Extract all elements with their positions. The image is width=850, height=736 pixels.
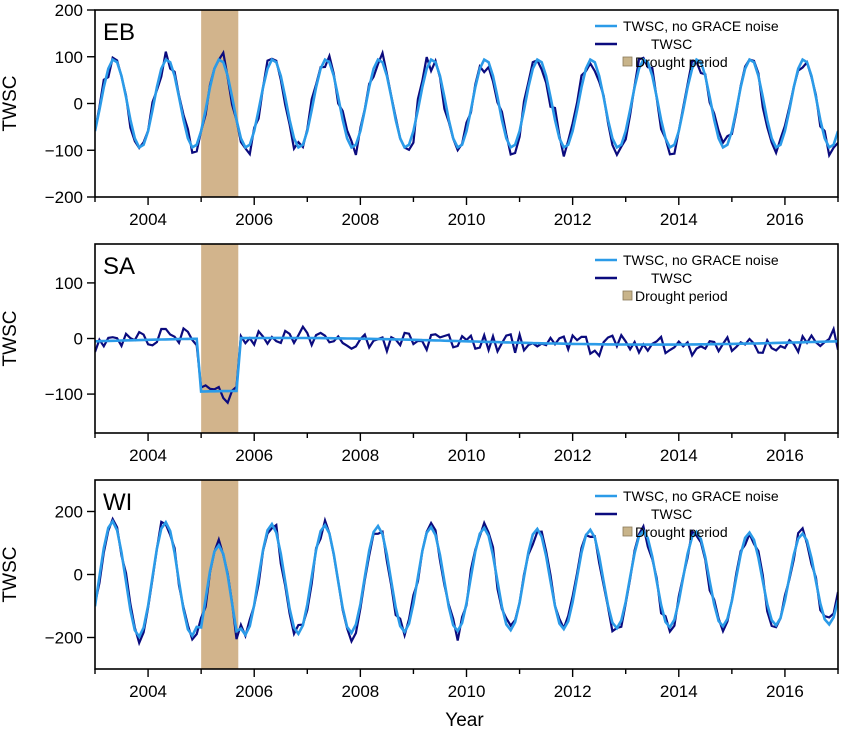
y-tick-label: −100 (45, 385, 83, 404)
legend-drought-swatch (622, 56, 633, 67)
y-tick-label: 100 (55, 274, 83, 293)
series-group (95, 49, 838, 159)
legend-no-noise-label: TWSC, no GRACE noise (623, 252, 779, 268)
legend-drought-swatch (622, 290, 633, 301)
legend-drought-label: Drought period (635, 54, 728, 70)
y-tick-label: −200 (45, 629, 83, 648)
series-no-noise-line (95, 57, 838, 150)
y-tick-label: 100 (55, 48, 83, 67)
x-tick-label: 2008 (341, 682, 379, 701)
x-tick-label: 2012 (554, 446, 592, 465)
x-tick-label: 2014 (660, 446, 698, 465)
legend-drought-swatch (622, 526, 633, 537)
series-no-noise-line (95, 336, 838, 393)
legend-no-noise-label: TWSC, no GRACE noise (623, 488, 779, 504)
legend: TWSC, no GRACE noise TWSC Drought period (595, 18, 779, 70)
panel-eb: 2004 2006 2008 2010 2012 2014 2016 −200 −100 0 100… (0, 1, 839, 229)
panel-label: EB (103, 19, 135, 46)
y-tick-label: 0 (74, 566, 83, 585)
legend-drought-label: Drought period (635, 288, 728, 304)
y-axis-label: TWSC (0, 76, 21, 132)
x-tick-label: 2008 (341, 446, 379, 465)
drought-band (201, 244, 239, 433)
y-tick-label: 0 (74, 95, 83, 114)
series-group (95, 324, 838, 405)
x-tick-label: 2016 (766, 682, 804, 701)
y-tick-label: −100 (45, 141, 83, 160)
drought-band (201, 480, 239, 669)
x-tick-label: 2016 (766, 446, 804, 465)
x-tick-label: 2016 (766, 210, 804, 229)
panel-label: SA (103, 253, 135, 280)
series-group (95, 516, 838, 647)
x-tick-label: 2012 (554, 210, 592, 229)
x-tick-label: 2006 (235, 446, 273, 465)
y-tick-label: 0 (74, 330, 83, 349)
legend-no-noise-label: TWSC, no GRACE noise (623, 18, 779, 34)
legend: TWSC, no GRACE noise TWSC Drought period (595, 488, 779, 540)
x-tick-label: 2006 (235, 210, 273, 229)
y-tick-label: 200 (55, 503, 83, 522)
x-axis-label: Year (445, 710, 484, 731)
x-tick-label: 2004 (129, 682, 167, 701)
y-axis-label: TWSC (0, 311, 21, 367)
series-no-noise-line (95, 518, 838, 640)
panel-wi: 2004 2006 2008 2010 2012 2014 2016 −200 0 200 TWSC… (0, 479, 839, 701)
x-tick-label: 2006 (235, 682, 273, 701)
y-tick-label: −200 (45, 188, 83, 207)
panel-label: WI (103, 489, 132, 516)
x-tick-label: 2010 (448, 210, 486, 229)
legend-twsc-label: TWSC (651, 506, 692, 522)
x-tick-label: 2008 (341, 210, 379, 229)
x-tick-label: 2012 (554, 682, 592, 701)
y-tick-label: 200 (55, 1, 83, 20)
x-tick-label: 2004 (129, 446, 167, 465)
y-axis-label: TWSC (0, 547, 21, 603)
panel-sa: 2004 2006 2008 2010 2012 2014 2016 −100 0 100 TWSC… (0, 243, 839, 465)
legend-twsc-label: TWSC (651, 36, 692, 52)
x-tick-label: 2010 (448, 446, 486, 465)
x-tick-label: 2010 (448, 682, 486, 701)
legend-twsc-label: TWSC (651, 270, 692, 286)
x-tick-label: 2014 (660, 682, 698, 701)
legend: TWSC, no GRACE noise TWSC Drought period (595, 252, 779, 304)
x-tick-label: 2004 (129, 210, 167, 229)
legend-drought-label: Drought period (635, 524, 728, 540)
x-tick-label: 2014 (660, 210, 698, 229)
